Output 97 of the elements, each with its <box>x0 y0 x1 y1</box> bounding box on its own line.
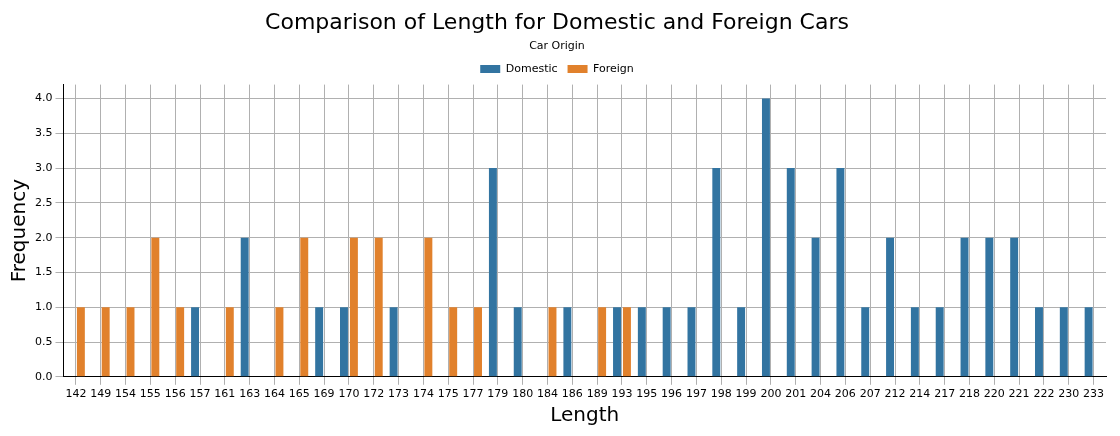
bar <box>513 307 522 377</box>
y-tick-label: 3.0 <box>34 160 53 174</box>
x-tick-label: 172 <box>363 387 385 401</box>
x-tick-label: 174 <box>412 387 434 401</box>
bar <box>985 237 994 377</box>
bar <box>910 307 919 377</box>
bar <box>374 237 383 377</box>
bar <box>191 307 200 377</box>
x-tick-label: 179 <box>487 387 509 401</box>
x-axis-title: Length <box>550 402 620 427</box>
x-tick-label: 233 <box>1083 387 1105 401</box>
bar <box>637 307 646 377</box>
bar <box>488 168 497 377</box>
x-tick-label: 157 <box>189 387 211 401</box>
y-tick-label: 4.0 <box>34 91 53 105</box>
x-tick-label: 195 <box>636 387 658 401</box>
bar <box>225 307 234 377</box>
legend-label: Domestic <box>505 61 558 75</box>
bar <box>1084 307 1093 377</box>
bar <box>240 237 249 377</box>
x-tick-label: 212 <box>884 387 906 401</box>
y-tick-label: 3.5 <box>34 126 53 140</box>
x-tick-label: 154 <box>115 387 137 401</box>
x-tick-label: 163 <box>239 387 261 401</box>
x-tick-label: 221 <box>1008 387 1030 401</box>
x-tick-label: 156 <box>164 387 186 401</box>
x-tick-label: 184 <box>537 387 559 401</box>
y-tick-label: 1.5 <box>34 265 53 279</box>
bar <box>101 307 110 377</box>
y-tick-label: 1.0 <box>34 300 53 314</box>
y-tick-label: 2.0 <box>34 230 53 244</box>
x-tick-label: 198 <box>710 387 732 401</box>
legend-label: Foreign <box>593 61 634 75</box>
bar <box>712 168 721 377</box>
bar <box>1059 307 1068 377</box>
bar <box>176 307 185 377</box>
y-tick-label: 0.5 <box>34 334 53 348</box>
bar <box>662 307 671 377</box>
x-tick-label: 196 <box>661 387 683 401</box>
bar <box>622 307 631 377</box>
bar <box>424 237 433 377</box>
x-tick-label: 214 <box>909 387 931 401</box>
x-tick-label: 173 <box>388 387 410 401</box>
bar <box>598 307 607 377</box>
bar <box>836 168 845 377</box>
bar <box>613 307 621 377</box>
bar <box>563 307 572 377</box>
bar <box>389 307 398 377</box>
x-tick-label: 142 <box>65 387 87 401</box>
bar <box>151 237 160 377</box>
x-tick-label: 197 <box>685 387 707 401</box>
x-tick-label: 217 <box>934 387 956 401</box>
bar <box>340 307 348 377</box>
x-tick-label: 161 <box>214 387 236 401</box>
x-tick-label: 189 <box>586 387 608 401</box>
bar <box>315 307 324 377</box>
x-tick-label: 230 <box>1058 387 1080 401</box>
bar <box>737 307 746 377</box>
x-tick-label: 220 <box>983 387 1005 401</box>
bar <box>761 98 770 377</box>
bar <box>474 307 482 377</box>
bar <box>300 237 309 377</box>
x-tick-label: 199 <box>735 387 757 401</box>
x-tick-label: 149 <box>90 387 112 401</box>
x-tick-label: 186 <box>561 387 583 401</box>
bar <box>275 307 284 377</box>
x-tick-label: 222 <box>1033 387 1055 401</box>
bar <box>1035 307 1043 377</box>
x-tick-label: 206 <box>834 387 856 401</box>
y-tick-label: 0.0 <box>34 369 53 383</box>
legend-title: Car Origin <box>529 38 585 52</box>
x-tick-label: 204 <box>810 387 832 401</box>
y-tick-label: 2.5 <box>34 195 53 209</box>
bar <box>1010 237 1019 377</box>
x-tick-label: 201 <box>785 387 807 401</box>
x-tick-label: 175 <box>437 387 459 401</box>
x-tick-label: 193 <box>611 387 633 401</box>
x-tick-label: 169 <box>313 387 335 401</box>
x-tick-label: 155 <box>139 387 161 401</box>
x-tick-label: 165 <box>288 387 310 401</box>
bar <box>886 237 895 377</box>
bar <box>811 237 820 377</box>
x-tick-label: 170 <box>338 387 360 401</box>
x-tick-label: 180 <box>512 387 534 401</box>
x-tick-label: 177 <box>462 387 484 401</box>
x-tick-label: 218 <box>958 387 980 401</box>
bar <box>449 307 458 377</box>
bar <box>935 307 944 377</box>
x-tick-label: 200 <box>760 387 782 401</box>
bar <box>861 307 870 377</box>
bar <box>76 307 85 377</box>
chart-title: Comparison of Length for Domestic and Foreign Cars <box>265 8 849 34</box>
bar <box>349 237 358 377</box>
bar <box>786 168 795 377</box>
x-tick-label: 207 <box>859 387 881 401</box>
x-tick-label: 164 <box>263 387 285 401</box>
y-axis-title: Frequency <box>6 178 31 283</box>
